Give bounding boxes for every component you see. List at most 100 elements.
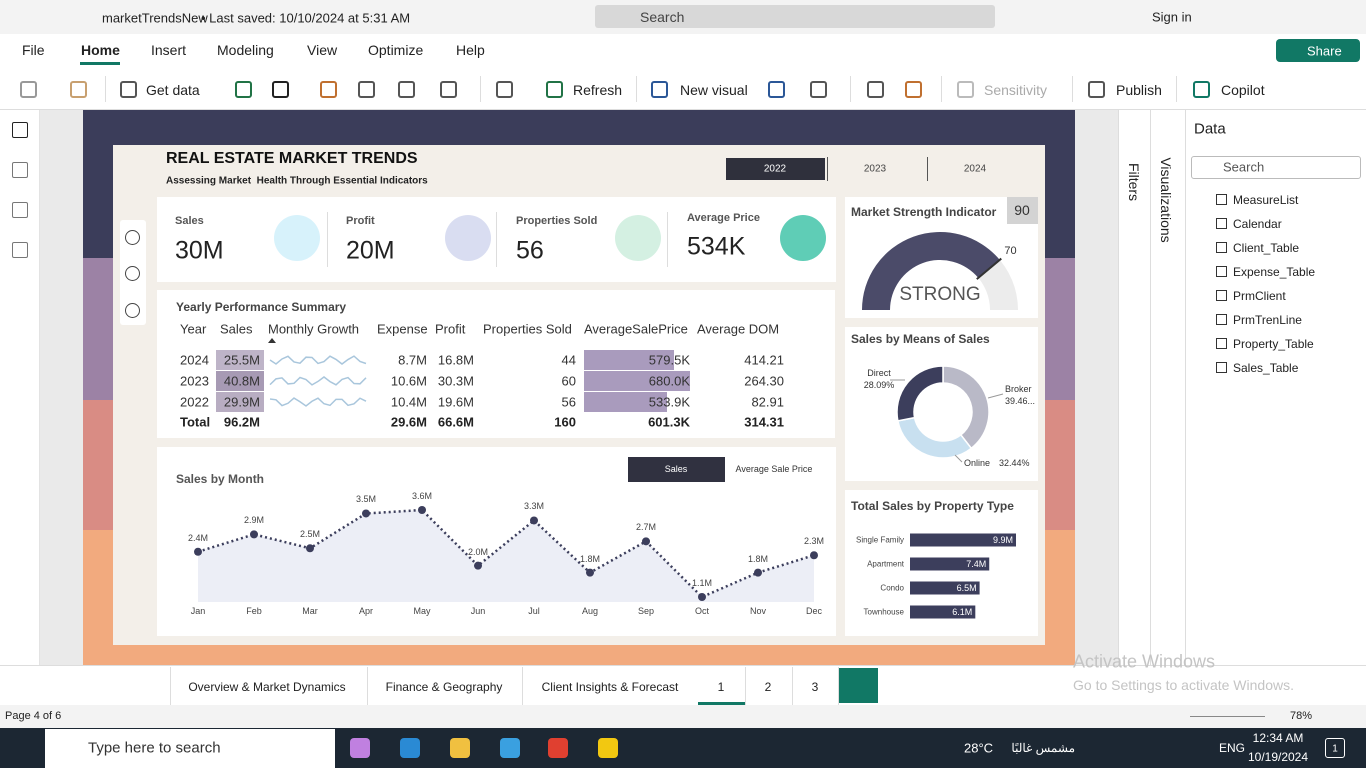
taskbar-search[interactable] [45,729,335,768]
report-nav-icon[interactable] [125,266,140,281]
menu-item[interactable]: Insert [151,42,187,58]
data-table-item[interactable]: Property_Table [1233,337,1314,351]
visualizations-title[interactable]: Visualizations [1158,157,1174,243]
ribbon-icon[interactable] [867,81,884,98]
data-table-item[interactable]: MeasureList [1233,193,1299,207]
menu-item[interactable]: Help [456,42,485,58]
line-title: Sales by Month [176,472,265,486]
data-table-item[interactable]: PrmClient [1233,289,1286,303]
year-slicer-item[interactable]: 2023 [863,163,887,175]
page-tab[interactable]: Finance & Geography [385,680,503,694]
ribbon-separator [105,76,106,102]
ribbon-icon[interactable] [496,81,513,98]
sales-cell-shade [216,392,264,412]
column-header[interactable]: Properties Sold [483,321,572,337]
nav-icon[interactable] [12,242,28,258]
ribbon-icon[interactable] [810,81,827,98]
sign-in[interactable]: Sign in [1152,9,1192,25]
data-table-item[interactable]: Calendar [1233,217,1282,231]
weather-text: مشمس غالبًا [1011,741,1075,755]
taskbar-search-text[interactable]: Type here to search [88,739,221,757]
zoom-level: 78% [1290,710,1313,722]
x-tick-label: Jun [470,606,486,616]
column-header[interactable]: Expense [377,321,428,337]
ribbon-icon[interactable] [120,81,137,98]
column-header[interactable]: AverageSalePrice [584,321,688,337]
nav-icon[interactable] [12,202,28,218]
data-table-item[interactable]: Sales_Table [1233,361,1299,375]
taskbar-app[interactable] [350,738,370,758]
report-nav-icon[interactable] [125,230,140,245]
page-tab[interactable]: 2 [764,680,772,694]
taskbar-app[interactable] [400,738,420,758]
share-button[interactable] [1276,39,1360,62]
data-label: 1.1M [691,578,713,588]
page-tab[interactable]: 3 [811,680,819,694]
report-nav-icon[interactable] [125,303,140,318]
ribbon-icon[interactable] [20,81,37,98]
nav-icon[interactable] [12,162,28,178]
toggle-button[interactable]: Sales [664,464,688,474]
ribbon-icon[interactable] [1193,81,1210,98]
ribbon-button[interactable]: Sensitivity [984,82,1048,98]
menu-item[interactable]: Optimize [368,42,424,58]
search-box[interactable] [595,5,995,28]
year-slicer-item[interactable]: 2022 [763,163,787,175]
column-header[interactable]: Sales [220,321,253,337]
ribbon-icon[interactable] [320,81,337,98]
ribbon-icon[interactable] [235,81,252,98]
column-header[interactable]: Year [180,321,207,337]
menu-item[interactable]: Modeling [217,42,274,58]
page-tab[interactable]: Client Insights & Forecast [541,680,679,694]
data-search-placeholder[interactable]: Search [1223,159,1265,175]
ribbon-button[interactable]: New visual [680,82,748,98]
column-header[interactable]: Average DOM [697,321,780,337]
ribbon-icon[interactable] [70,81,87,98]
ribbon-icon[interactable] [957,81,974,98]
taskbar-app[interactable] [450,738,470,758]
year-slicer-item[interactable]: 2024 [963,163,987,175]
data-table-item[interactable]: PrmTrenLine [1233,313,1302,327]
toggle-active[interactable] [628,457,725,482]
data-search-box[interactable] [1191,156,1361,179]
data-table-item[interactable]: Expense_Table [1233,265,1316,279]
share-label[interactable]: Share [1307,43,1342,59]
ribbon-button[interactable]: Refresh [573,82,623,98]
search-placeholder[interactable]: Search [640,9,685,25]
input-language[interactable]: ENG [1219,741,1246,755]
page-tab[interactable]: Overview & Market Dynamics [188,680,346,694]
column-header[interactable]: Monthly Growth [268,321,360,337]
ribbon-icon[interactable] [398,81,415,98]
nav-icon[interactable] [12,122,28,138]
ribbon-button[interactable]: Get data [146,82,200,98]
notification-badge[interactable] [1325,738,1345,758]
ribbon-icon[interactable] [546,81,563,98]
year-selected[interactable] [726,158,825,180]
data-table-item[interactable]: Client_Table [1233,241,1300,255]
ribbon-icon[interactable] [272,81,289,98]
ribbon-icon[interactable] [1088,81,1105,98]
ribbon-button[interactable]: Publish [1116,82,1162,98]
ribbon-icon[interactable] [440,81,457,98]
menu-item[interactable]: File [22,42,45,58]
column-header[interactable]: Profit [435,321,466,337]
ribbon-icon[interactable] [768,81,785,98]
toggle-button[interactable]: Average Sale Price [735,464,813,474]
taskbar-app[interactable] [500,738,520,758]
donut-legend-label: Broker [1005,384,1032,394]
ribbon-icon[interactable] [651,81,668,98]
ribbon-icon[interactable] [905,81,922,98]
data-label: 7.4M [966,559,987,569]
taskbar-app[interactable] [548,738,568,758]
table-total: 314.31 [744,414,784,430]
add-page-button[interactable] [839,668,878,703]
notification-count[interactable]: 1 [1332,743,1338,755]
tab-separator [367,667,368,705]
filters-title[interactable]: Filters [1126,162,1142,202]
menu-item[interactable]: View [307,42,338,58]
menu-item[interactable]: Home [81,42,120,58]
ribbon-button[interactable]: Copilot [1221,82,1265,98]
ribbon-icon[interactable] [358,81,375,98]
page-tab[interactable]: 1 [717,680,725,694]
taskbar-app[interactable] [598,738,618,758]
